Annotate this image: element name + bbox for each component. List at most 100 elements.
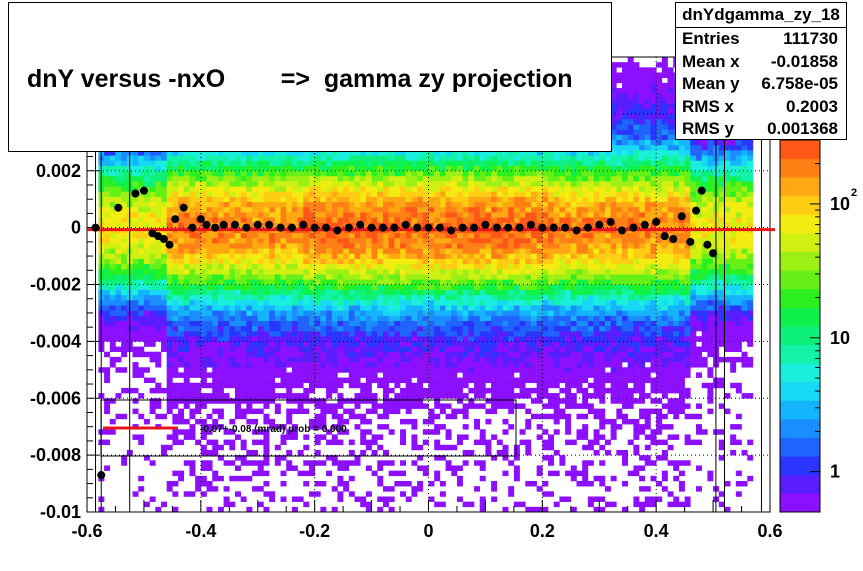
heatmap-cell — [121, 191, 128, 197]
heatmap-cell — [189, 279, 196, 285]
heatmap-cell — [308, 294, 315, 301]
heatmap-cell — [479, 300, 486, 306]
heatmap-cell — [178, 346, 185, 353]
heatmap-cell — [394, 305, 401, 311]
heatmap-cell — [388, 294, 395, 301]
heatmap-cell — [462, 243, 469, 249]
heatmap-cell — [195, 336, 202, 342]
heatmap-cell — [280, 248, 287, 254]
heatmap-cell — [269, 496, 276, 502]
heatmap-cell — [121, 222, 128, 228]
heatmap-cell — [240, 475, 247, 482]
heatmap-cell — [257, 237, 264, 244]
heatmap-cell — [229, 263, 236, 270]
heatmap-cell — [223, 268, 230, 275]
heatmap-cell — [132, 181, 139, 187]
heatmap-cell — [257, 263, 264, 270]
heatmap-cell — [178, 155, 185, 161]
heatmap-cell — [354, 206, 361, 213]
heatmap-cell — [206, 300, 213, 306]
heatmap-cell — [343, 160, 350, 166]
heatmap-cell — [115, 191, 122, 197]
heatmap-cell — [474, 155, 481, 161]
heatmap-cell — [439, 284, 446, 290]
heatmap-cell — [200, 258, 207, 265]
heatmap-cell — [286, 206, 293, 213]
heatmap-cell — [189, 268, 196, 275]
heatmap-cell — [269, 289, 276, 296]
heatmap-cell — [217, 150, 224, 156]
heatmap-cell — [411, 274, 418, 280]
heatmap-cell — [371, 367, 378, 373]
heatmap-cell — [365, 393, 372, 399]
heatmap-cell — [314, 310, 321, 316]
heatmap-cell — [138, 289, 145, 296]
heatmap-cell — [320, 237, 327, 244]
heatmap-cell — [172, 351, 179, 358]
heatmap-cell — [229, 268, 236, 275]
heatmap-cell — [212, 181, 219, 187]
heatmap-cell — [200, 150, 207, 156]
heatmap-cell — [326, 325, 333, 332]
heatmap-cell — [155, 362, 162, 368]
heatmap-cell — [365, 331, 372, 337]
heatmap-cell — [121, 341, 128, 347]
heatmap-cell — [348, 212, 355, 218]
heatmap-cell — [314, 243, 321, 249]
heatmap-cell — [348, 398, 355, 404]
heatmap-cell — [212, 217, 219, 223]
heatmap-cell — [485, 165, 492, 172]
heatmap-cell — [297, 263, 304, 270]
heatmap-cell — [326, 201, 333, 208]
heatmap-cell — [195, 206, 202, 213]
heatmap-cell — [491, 341, 498, 347]
heatmap-cell — [337, 253, 344, 259]
heatmap-cell — [388, 470, 395, 477]
heatmap-cell — [132, 263, 139, 270]
heatmap-cell — [371, 362, 378, 368]
heatmap-cell — [337, 294, 344, 301]
heatmap-cell — [320, 398, 327, 404]
heatmap-cell — [337, 165, 344, 172]
heatmap-cell — [491, 387, 498, 394]
heatmap-cell — [331, 212, 338, 218]
heatmap-cell — [217, 331, 224, 337]
heatmap-cell — [212, 237, 219, 244]
heatmap-cell — [308, 356, 315, 363]
heatmap-cell — [360, 284, 367, 290]
heatmap-cell — [388, 351, 395, 358]
heatmap-cell — [217, 232, 224, 239]
heatmap-cell — [274, 268, 281, 275]
heatmap-cell — [360, 393, 367, 399]
heatmap-cell — [109, 325, 116, 332]
heatmap-cell — [286, 377, 293, 384]
heatmap-cell — [456, 362, 463, 368]
heatmap-cell — [462, 206, 469, 213]
heatmap-cell — [217, 341, 224, 347]
heatmap-cell — [422, 294, 429, 301]
heatmap-cell — [491, 279, 498, 285]
heatmap-cell — [286, 331, 293, 337]
heatmap-cell — [274, 367, 281, 373]
heatmap-cell — [217, 367, 224, 373]
heatmap-cell — [331, 196, 338, 203]
heatmap-cell — [337, 263, 344, 270]
heatmap-cell — [451, 206, 458, 213]
heatmap-cell — [474, 341, 481, 347]
heatmap-cell — [286, 398, 293, 404]
heatmap-cell — [439, 408, 446, 415]
heatmap-cell — [456, 325, 463, 332]
heatmap-cell — [360, 232, 367, 239]
heatmap-cell — [434, 455, 441, 461]
heatmap-cell — [195, 237, 202, 244]
heatmap-cell — [286, 253, 293, 259]
heatmap-cell — [468, 253, 475, 259]
heatmap-cell — [200, 377, 207, 384]
heatmap-cell — [331, 175, 338, 182]
heatmap-cell — [223, 346, 230, 353]
heatmap-cell — [474, 196, 481, 203]
heatmap-cell — [138, 222, 145, 228]
heatmap-cell — [234, 258, 241, 265]
heatmap-cell — [274, 382, 281, 389]
heatmap-cell — [240, 393, 247, 399]
